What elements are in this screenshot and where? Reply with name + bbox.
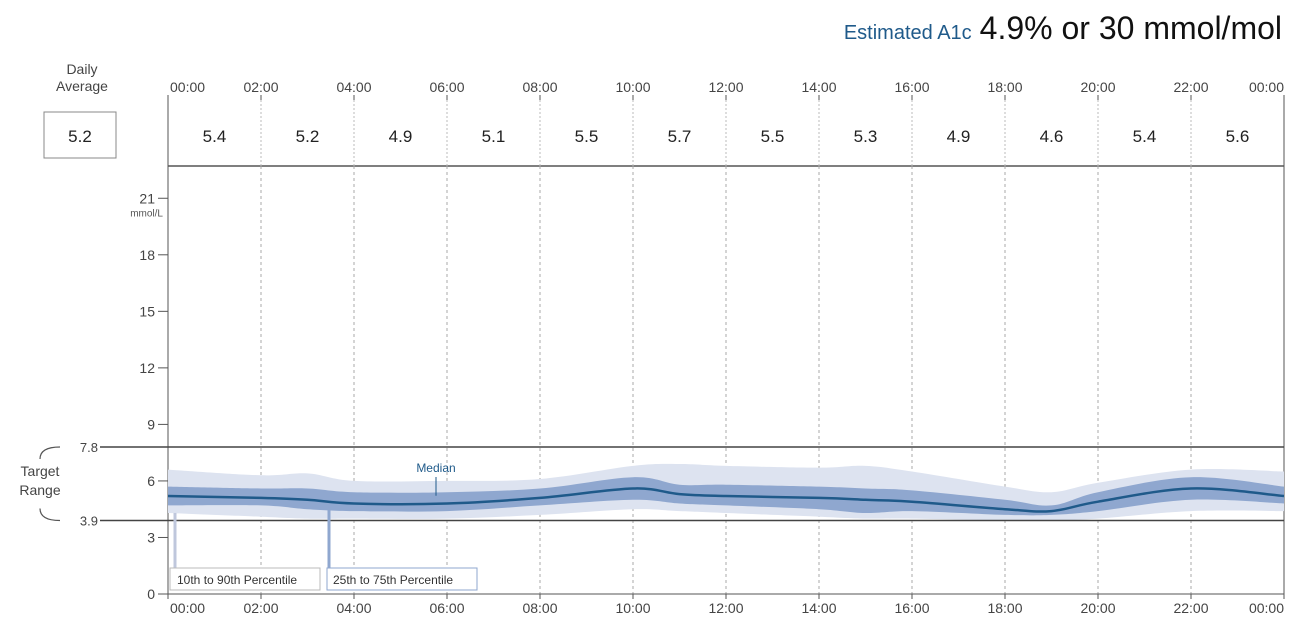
p10-90-legend-label: 10th to 90th Percentile [177,573,297,587]
a1c-label: Estimated A1c [843,22,972,44]
time-label-bottom: 02:00 [243,600,278,616]
time-label-top: 06:00 [429,79,464,95]
period-average-value: 5.2 [296,127,320,146]
y-tick-label: 12 [139,360,155,376]
y-tick-label: 0 [147,586,155,602]
y-tick-label: 6 [147,473,155,489]
daily-average-box [43,111,117,159]
time-label-bottom: 10:00 [615,600,650,616]
target-high-value: 7.8 [80,440,98,455]
period-average-value: 5.3 [854,127,878,146]
y-tick-label: 21 [139,190,155,206]
target-bracket-top [39,446,61,460]
period-average-value: 5.6 [1226,127,1250,146]
time-label-top: 16:00 [894,79,929,95]
bands-layer [167,463,1285,521]
grid-layer [158,95,1285,599]
median-legend-label: Median [416,461,455,475]
time-label-top: 00:00 [1249,79,1284,95]
p25-75-legend-box [326,567,478,591]
time-label-top: 10:00 [615,79,650,95]
time-label-bottom: 16:00 [894,600,929,616]
daily-average-label-2: Average [56,78,108,94]
time-label-bottom: 06:00 [429,600,464,616]
period-average-value: 5.7 [668,127,692,146]
daily-average-label-1: Daily [66,61,97,77]
p25-75-legend-label: 25th to 75th Percentile [333,573,453,587]
time-label-bottom: 20:00 [1080,600,1115,616]
time-label-top: 00:00 [170,79,205,95]
time-label-top: 08:00 [522,79,557,95]
median-line [167,487,1285,513]
target-low-value: 3.9 [80,514,98,529]
time-label-bottom: 14:00 [801,600,836,616]
p10-90-legend-box [169,567,321,591]
target-range-label-1: Target [21,463,60,479]
a1c-value: 4.9% or 30 mmol/mol [979,10,1282,46]
time-label-top: 18:00 [987,79,1022,95]
a1c-header: Estimated A1c 4.9% or 30 mmol/mol [844,10,1282,47]
time-label-top: 02:00 [243,79,278,95]
target-bracket-bottom [39,508,61,522]
time-label-bottom: 22:00 [1173,600,1208,616]
time-label-top: 14:00 [801,79,836,95]
target-range-label-2: Range [19,482,60,498]
period-average-value: 5.1 [482,127,506,146]
time-label-top: 04:00 [336,79,371,95]
period-average-value: 4.9 [947,127,971,146]
time-label-top: 20:00 [1080,79,1115,95]
period-average-value: 5.4 [203,127,227,146]
time-label-top: 22:00 [1173,79,1208,95]
time-label-bottom: 04:00 [336,600,371,616]
y-tick-label: 15 [139,303,155,319]
period-average-value: 5.5 [761,127,785,146]
time-label-top: 12:00 [708,79,743,95]
period-average-value: 4.9 [389,127,413,146]
time-label-bottom: 00:00 [170,600,205,616]
time-label-bottom: 18:00 [987,600,1022,616]
period-average-value: 4.6 [1040,127,1064,146]
time-label-bottom: 08:00 [522,600,557,616]
y-tick-label: 3 [147,529,155,545]
period-average-value: 5.5 [575,127,599,146]
y-tick-label: 9 [147,416,155,432]
daily-average-value: 5.2 [68,127,92,146]
y-tick-label: 18 [139,247,155,263]
time-label-bottom: 12:00 [708,600,743,616]
y-unit-label: mmol/L [130,208,163,219]
period-average-value: 5.4 [1133,127,1157,146]
time-label-bottom: 00:00 [1249,600,1284,616]
